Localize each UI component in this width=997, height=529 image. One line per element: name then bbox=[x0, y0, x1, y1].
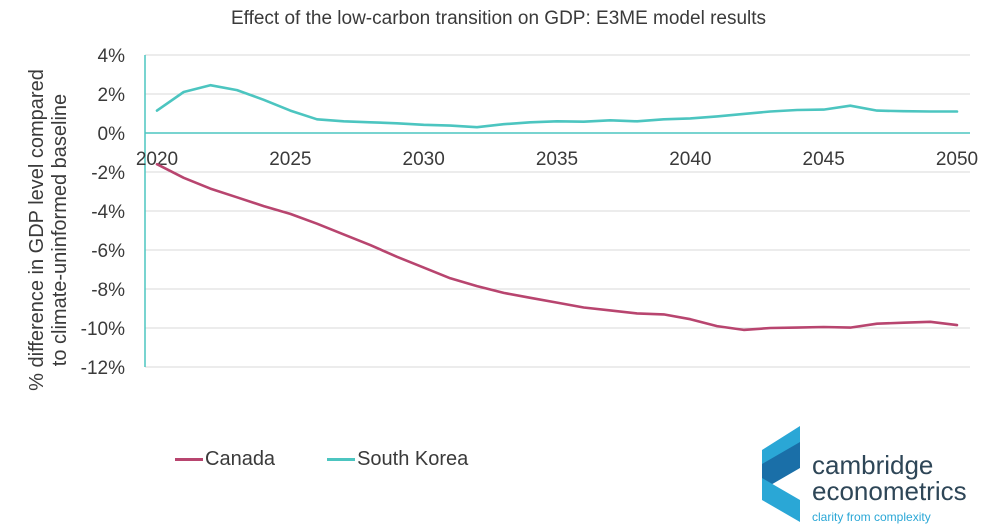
y-tick-label: -12% bbox=[81, 358, 125, 379]
y-axis-label-line-1: % difference in GDP level compared bbox=[26, 69, 48, 391]
legend-label-canada: Canada bbox=[205, 448, 276, 470]
legend: Canada South Korea bbox=[175, 448, 468, 471]
x-tick-label: 2030 bbox=[403, 149, 445, 170]
logo-text-cambridge: cambridge bbox=[812, 450, 934, 480]
y-tick-label: 2% bbox=[98, 85, 126, 106]
cambridge-econometrics-logo: cambridge econometrics clarity from comp… bbox=[752, 424, 992, 524]
logo-tagline: clarity from complexity bbox=[812, 510, 931, 524]
y-tick-labels: 4% 2% 0% -2% -4% -6% -8% -10% -12% bbox=[81, 46, 125, 379]
y-tick-label: -8% bbox=[91, 280, 125, 301]
legend-swatch-south-korea bbox=[327, 458, 356, 461]
x-tick-label: 2035 bbox=[536, 149, 578, 170]
legend-item-canada: Canada bbox=[175, 448, 275, 471]
y-tick-label: 4% bbox=[98, 46, 126, 67]
x-tick-label: 2050 bbox=[936, 149, 978, 170]
legend-item-south-korea: South Korea bbox=[327, 448, 468, 471]
y-axis-label-line-2: to climate-uninformed baseline bbox=[49, 94, 71, 366]
y-tick-label: 0% bbox=[98, 124, 126, 145]
x-tick-labels: 2020 2025 2030 2035 2040 2045 2050 bbox=[136, 149, 978, 170]
series-lines bbox=[155, 83, 959, 332]
legend-swatch-canada bbox=[175, 458, 203, 461]
chart-title: Effect of the low-carbon transition on G… bbox=[230, 8, 767, 29]
logo-text-econometrics: econometrics bbox=[812, 476, 967, 506]
y-tick-label: -4% bbox=[91, 202, 125, 223]
x-tick-label: 2025 bbox=[269, 149, 311, 170]
legend-label-south-korea: South Korea bbox=[357, 448, 469, 470]
logo-mark-icon bbox=[762, 426, 800, 522]
series-line-south-korea bbox=[155, 83, 959, 129]
x-tick-label: 2020 bbox=[136, 149, 178, 170]
y-tick-label: -2% bbox=[91, 163, 125, 184]
series-line-canada bbox=[155, 162, 959, 332]
x-tick-label: 2045 bbox=[803, 149, 845, 170]
x-tick-label: 2040 bbox=[669, 149, 711, 170]
y-tick-label: -10% bbox=[81, 319, 125, 340]
y-tick-label: -6% bbox=[91, 241, 125, 262]
